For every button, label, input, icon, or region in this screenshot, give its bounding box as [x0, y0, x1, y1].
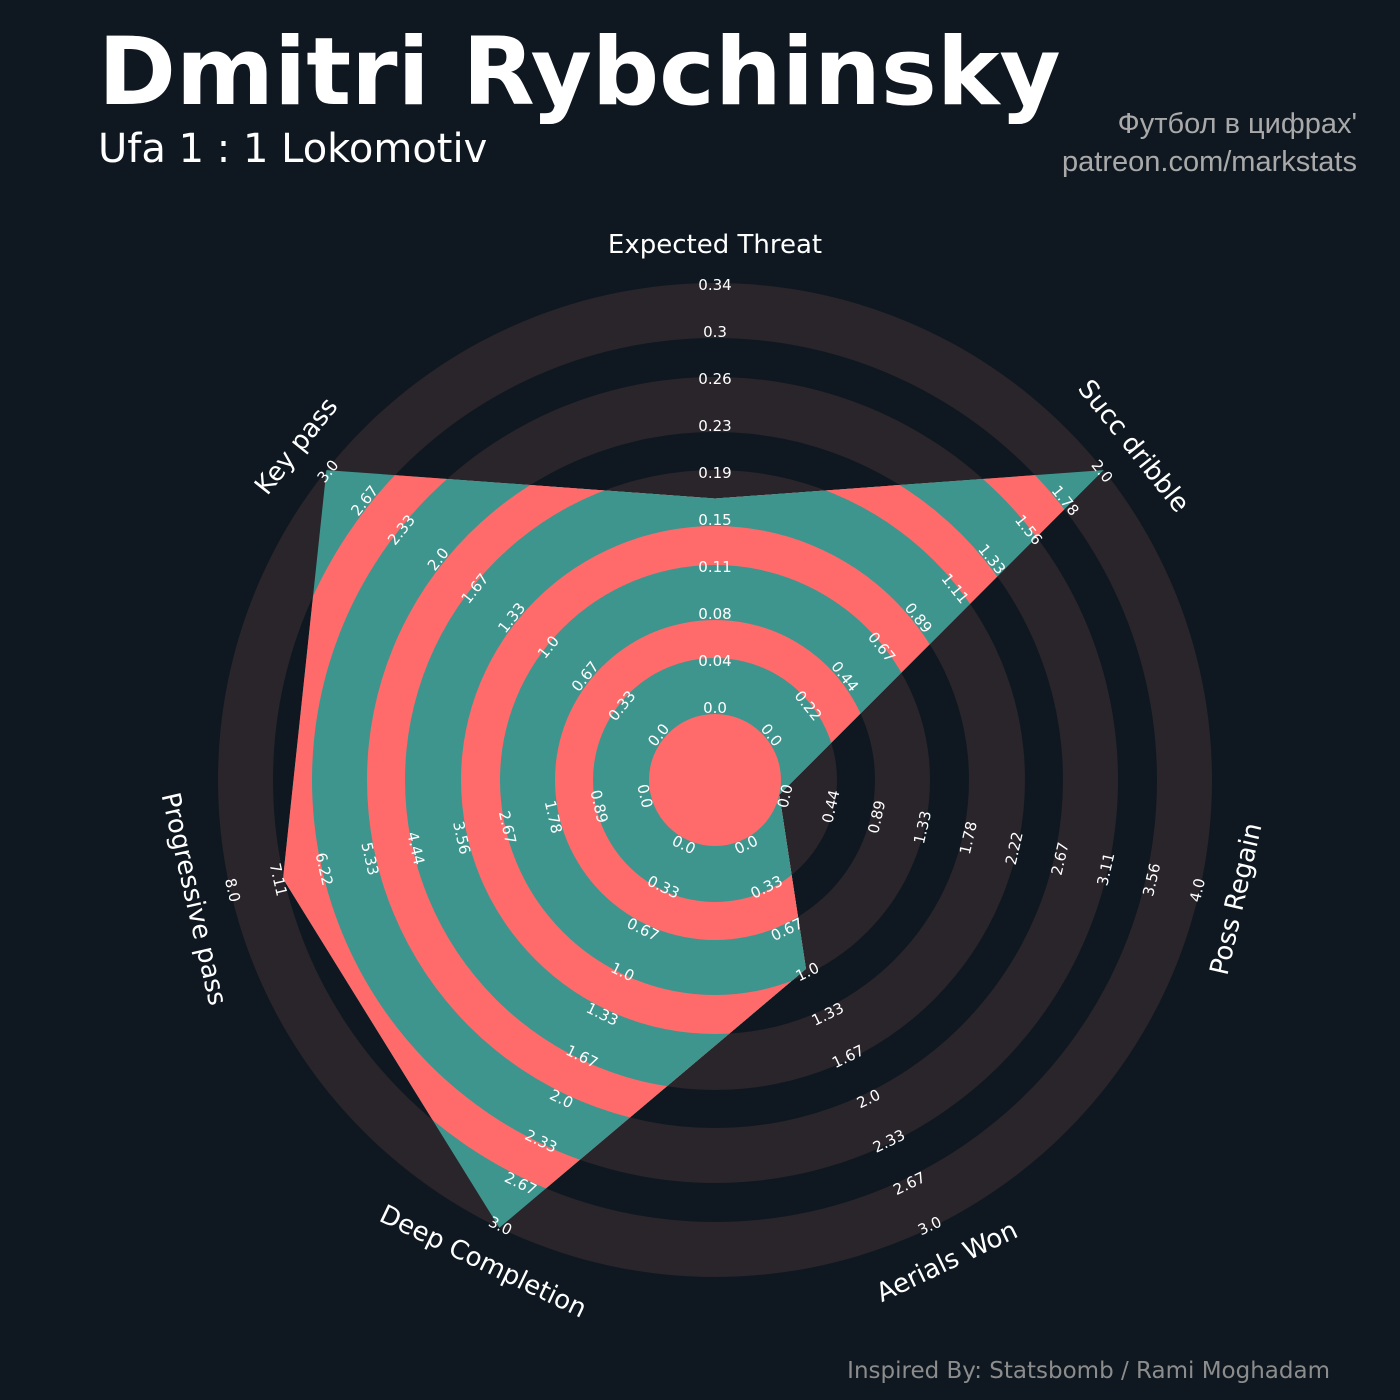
- axis-label: Poss Regain: [1205, 820, 1269, 978]
- tick-label: 0.3: [703, 323, 727, 341]
- page-title: Dmitri Rybchinsky: [98, 18, 1061, 127]
- tick-label: 0.19: [698, 464, 731, 482]
- footer-credit: Inspired By: Statsbomb / Rami Moghadam: [847, 1358, 1330, 1384]
- tick-label: 0.11: [698, 558, 731, 576]
- tick-label: 8.0: [221, 877, 244, 904]
- tick-label: 0.26: [698, 370, 731, 388]
- axis-label: Expected Threat: [608, 230, 822, 260]
- credit-line-1: Футбол в цифрах': [1117, 108, 1357, 140]
- tick-label: 0.0: [633, 782, 656, 809]
- tick-label: 4.0: [1186, 877, 1209, 904]
- inner-disk: [649, 714, 781, 846]
- tick-label: 0.15: [698, 511, 731, 529]
- match-subtitle: Ufa 1 : 1 Lokomotiv: [98, 126, 488, 172]
- tick-label: 0.04: [698, 652, 731, 670]
- credit-line-2: patreon.com/markstats: [1062, 146, 1357, 178]
- tick-label: 0.23: [698, 417, 731, 435]
- tick-label: 0.34: [698, 276, 731, 294]
- tick-label: 0.0: [774, 782, 797, 809]
- tick-label: 0.0: [703, 699, 727, 717]
- tick-label: 0.08: [698, 605, 731, 623]
